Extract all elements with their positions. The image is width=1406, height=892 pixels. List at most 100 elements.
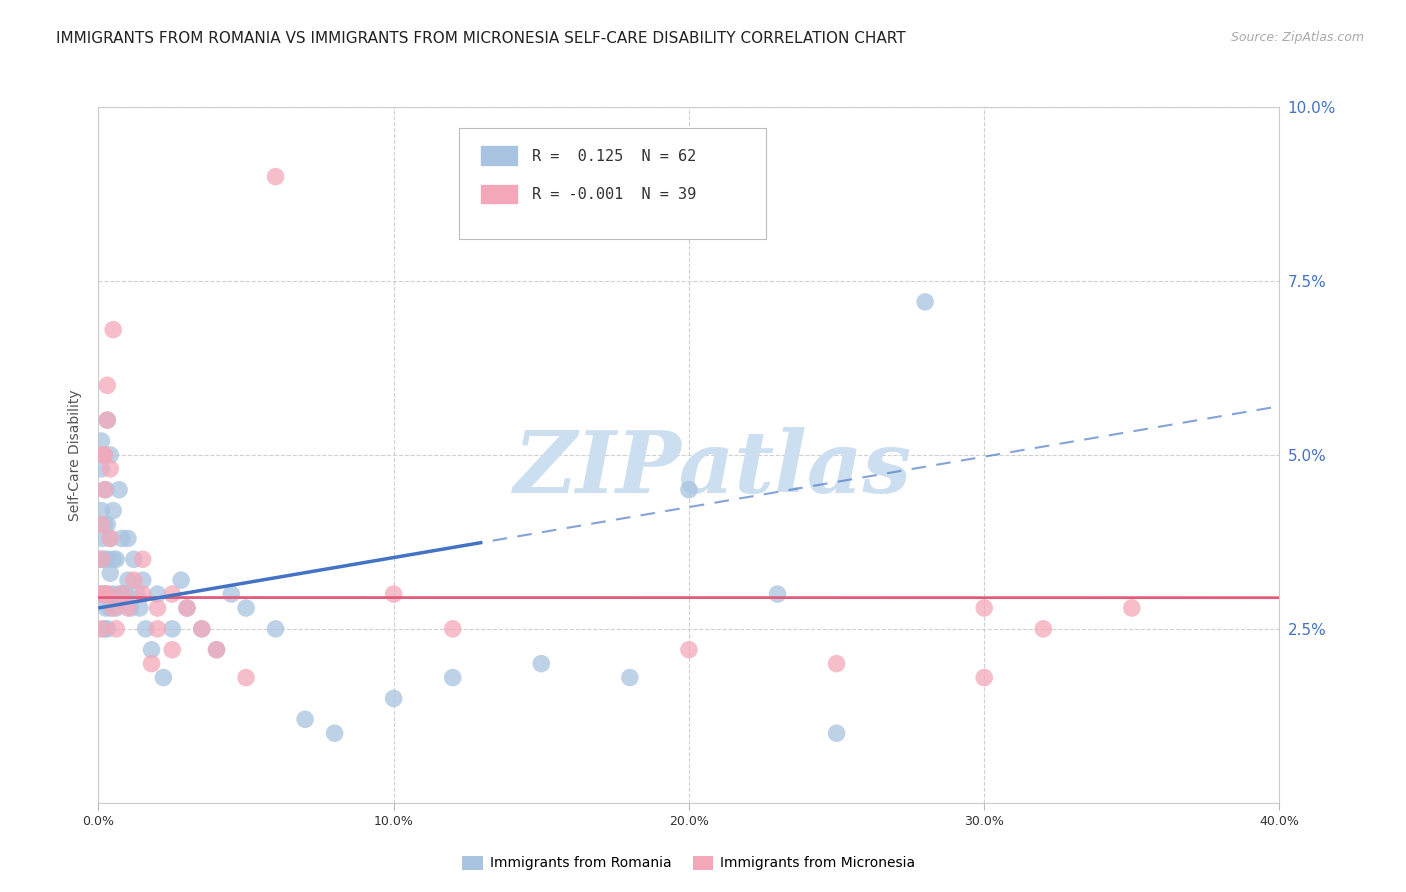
Point bbox=[96, 413, 118, 427]
Point bbox=[90, 552, 112, 566]
Y-axis label: Self-Care Disability: Self-Care Disability bbox=[69, 389, 83, 521]
Point bbox=[973, 671, 995, 685]
Point bbox=[191, 622, 214, 636]
Point bbox=[162, 642, 183, 657]
Point bbox=[98, 448, 121, 462]
Point bbox=[132, 552, 155, 566]
Point bbox=[146, 601, 169, 615]
Point bbox=[117, 601, 139, 615]
Point bbox=[91, 448, 114, 462]
Point bbox=[91, 532, 114, 546]
Point bbox=[766, 587, 789, 601]
Point bbox=[90, 517, 112, 532]
Point bbox=[90, 552, 112, 566]
Legend: Immigrants from Romania, Immigrants from Micronesia: Immigrants from Romania, Immigrants from… bbox=[457, 850, 921, 876]
Point bbox=[264, 622, 287, 636]
Point bbox=[111, 587, 134, 601]
Point bbox=[90, 462, 112, 476]
Point bbox=[96, 587, 118, 601]
Point bbox=[619, 671, 641, 685]
FancyBboxPatch shape bbox=[479, 184, 517, 204]
Point bbox=[103, 323, 125, 337]
Point bbox=[103, 587, 125, 601]
Point bbox=[235, 601, 257, 615]
Point bbox=[94, 483, 117, 497]
Point bbox=[678, 483, 700, 497]
Point bbox=[98, 601, 121, 615]
Point bbox=[176, 601, 198, 615]
Point bbox=[93, 587, 115, 601]
Point bbox=[205, 642, 228, 657]
Point bbox=[264, 169, 287, 184]
Text: R =  0.125  N = 62: R = 0.125 N = 62 bbox=[531, 149, 696, 164]
Point bbox=[105, 622, 128, 636]
Point bbox=[191, 622, 214, 636]
Point bbox=[96, 413, 118, 427]
Point bbox=[117, 573, 139, 587]
Text: ZIPatlas: ZIPatlas bbox=[513, 427, 911, 510]
Point bbox=[125, 587, 148, 601]
Point bbox=[141, 657, 163, 671]
Point bbox=[176, 601, 198, 615]
Point bbox=[122, 573, 145, 587]
Point bbox=[678, 642, 700, 657]
Point bbox=[90, 503, 112, 517]
Point bbox=[111, 587, 134, 601]
Point bbox=[90, 434, 112, 448]
Point bbox=[96, 552, 118, 566]
Text: IMMIGRANTS FROM ROMANIA VS IMMIGRANTS FROM MICRONESIA SELF-CARE DISABILITY CORRE: IMMIGRANTS FROM ROMANIA VS IMMIGRANTS FR… bbox=[56, 31, 905, 46]
Point bbox=[825, 726, 848, 740]
Point bbox=[91, 587, 114, 601]
Point bbox=[105, 552, 128, 566]
Point bbox=[162, 587, 183, 601]
Point bbox=[135, 622, 157, 636]
Point bbox=[93, 622, 115, 636]
Point bbox=[98, 532, 121, 546]
Point bbox=[530, 657, 553, 671]
Point bbox=[914, 294, 936, 309]
Point bbox=[93, 483, 115, 497]
Point bbox=[111, 532, 134, 546]
Point bbox=[441, 622, 464, 636]
Point bbox=[441, 671, 464, 685]
Point bbox=[1032, 622, 1054, 636]
Point bbox=[323, 726, 346, 740]
Point bbox=[93, 448, 115, 462]
Point bbox=[117, 532, 139, 546]
Point bbox=[114, 587, 136, 601]
Point bbox=[973, 601, 995, 615]
Point bbox=[294, 712, 316, 726]
Point bbox=[93, 448, 115, 462]
Point bbox=[96, 587, 118, 601]
Point bbox=[825, 657, 848, 671]
Point bbox=[108, 587, 131, 601]
Point bbox=[152, 671, 174, 685]
Point bbox=[98, 462, 121, 476]
Point bbox=[141, 642, 163, 657]
Point bbox=[94, 601, 117, 615]
Point bbox=[235, 671, 257, 685]
FancyBboxPatch shape bbox=[458, 128, 766, 239]
Point bbox=[170, 573, 193, 587]
Point bbox=[105, 601, 128, 615]
Point bbox=[382, 691, 405, 706]
Point bbox=[98, 532, 121, 546]
Point bbox=[89, 587, 111, 601]
Point bbox=[120, 601, 142, 615]
Point bbox=[162, 622, 183, 636]
Point bbox=[128, 601, 150, 615]
Point bbox=[103, 601, 125, 615]
Point bbox=[96, 378, 118, 392]
Point bbox=[103, 552, 125, 566]
Point bbox=[103, 503, 125, 517]
Point bbox=[93, 552, 115, 566]
Point bbox=[96, 622, 118, 636]
Point bbox=[219, 587, 242, 601]
Point bbox=[90, 622, 112, 636]
Text: Source: ZipAtlas.com: Source: ZipAtlas.com bbox=[1230, 31, 1364, 45]
Point bbox=[108, 483, 131, 497]
Point bbox=[1121, 601, 1143, 615]
Point bbox=[122, 552, 145, 566]
Point bbox=[89, 587, 111, 601]
Point bbox=[93, 587, 115, 601]
